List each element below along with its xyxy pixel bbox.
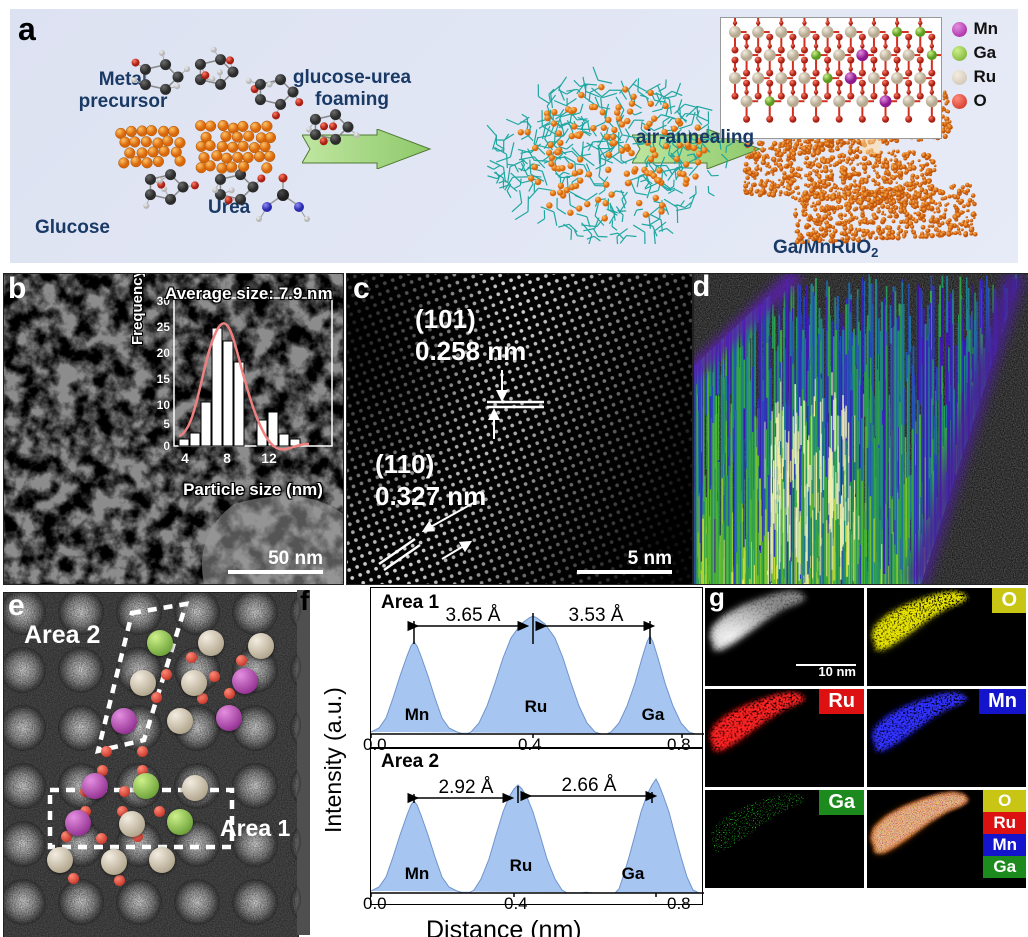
svg-text:Ga: Ga xyxy=(642,705,665,724)
svg-text:4: 4 xyxy=(181,450,189,466)
svg-text:Mn: Mn xyxy=(405,705,430,724)
svg-text:12: 12 xyxy=(261,450,277,466)
svg-text:Ga: Ga xyxy=(622,864,645,883)
svg-text:20: 20 xyxy=(157,346,171,360)
svg-text:3.53 Å: 3.53 Å xyxy=(569,605,624,626)
svg-text:2.66 Å: 2.66 Å xyxy=(562,775,617,796)
svg-text:10: 10 xyxy=(157,398,171,412)
svg-text:Ru: Ru xyxy=(510,856,533,875)
svg-text:3.65 Å: 3.65 Å xyxy=(446,605,501,626)
svg-text:25: 25 xyxy=(157,320,171,334)
svg-text:Mn: Mn xyxy=(405,864,430,883)
svg-text:2.92 Å: 2.92 Å xyxy=(439,777,494,798)
svg-text:8: 8 xyxy=(223,450,231,466)
svg-text:15: 15 xyxy=(157,372,171,386)
svg-text:Ru: Ru xyxy=(525,697,548,716)
svg-text:5: 5 xyxy=(163,417,170,431)
svg-text:0: 0 xyxy=(163,439,170,453)
